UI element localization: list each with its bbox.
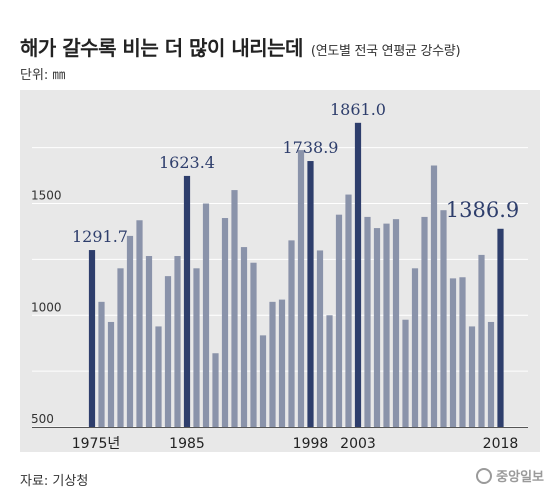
bar <box>107 321 115 427</box>
bar <box>459 277 466 427</box>
data-label: 1623.4 <box>159 153 215 172</box>
bar <box>373 228 381 427</box>
bar <box>449 278 457 427</box>
bar <box>193 268 200 427</box>
bar <box>88 250 96 427</box>
bar <box>240 247 248 427</box>
bar <box>231 190 238 427</box>
y-tick-label: 1000 <box>31 300 62 314</box>
bar <box>364 216 371 427</box>
x-tick-label: 2018 <box>483 436 519 452</box>
bar <box>487 321 495 427</box>
source-note: 자료: 기상청 <box>20 474 89 489</box>
bar <box>155 326 162 427</box>
bar <box>259 335 267 427</box>
bar <box>221 218 229 427</box>
bar <box>392 219 400 427</box>
title-row: 해가 갈수록 비는 더 많이 내리는데 (연도별 전국 연평균 강수량) <box>20 32 550 61</box>
bar <box>250 262 257 427</box>
bar <box>316 250 324 427</box>
x-tick-label: 2003 <box>340 436 376 452</box>
bar <box>278 299 286 427</box>
x-tick-label: 1998 <box>293 436 329 452</box>
bar <box>145 256 153 427</box>
y-tick-label: 500 <box>31 412 54 426</box>
chart-subtitle: (연도별 전국 연평균 강수량) <box>310 44 461 59</box>
bar <box>307 161 314 427</box>
bar <box>383 223 390 427</box>
bar <box>126 235 134 427</box>
bar <box>164 276 172 427</box>
bar <box>288 240 295 427</box>
bar <box>354 122 362 427</box>
x-tick-label: 1985 <box>169 436 205 452</box>
data-label: 1386.9 <box>446 198 519 222</box>
data-label: 1738.9 <box>283 138 339 157</box>
bar <box>411 268 419 427</box>
bar <box>440 210 447 427</box>
bar <box>174 256 181 427</box>
bar <box>478 254 485 427</box>
y-tick-label: 1500 <box>31 189 62 203</box>
bar <box>468 326 476 427</box>
bar <box>117 268 124 427</box>
bar <box>212 353 219 427</box>
bar <box>326 315 333 427</box>
bar <box>430 165 438 427</box>
x-tick-label: 1975년 <box>72 436 121 452</box>
bar <box>335 214 343 427</box>
chart-title: 해가 갈수록 비는 더 많이 내리는데 <box>20 36 303 60</box>
logo-mark-icon <box>476 467 493 484</box>
bar <box>98 301 105 427</box>
data-label: 1291.7 <box>72 227 128 246</box>
bar <box>421 216 428 427</box>
bar <box>497 228 504 427</box>
unit-label: 단위: ㎜ <box>20 68 66 83</box>
bar <box>297 150 305 428</box>
bar <box>402 319 409 427</box>
bar <box>183 175 191 427</box>
bar <box>269 301 276 427</box>
bar <box>136 220 143 427</box>
bar <box>202 203 210 427</box>
logo-text: 중앙일보 <box>496 470 544 485</box>
bar <box>345 194 352 427</box>
publisher-logo: 중앙일보 <box>476 466 544 485</box>
data-label: 1861.0 <box>330 100 386 119</box>
